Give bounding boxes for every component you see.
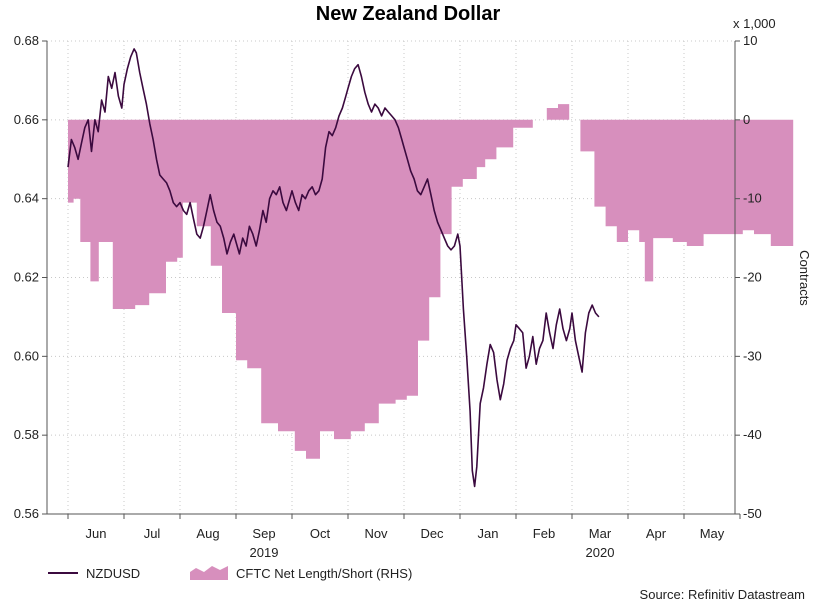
x-month-label: Sep [252, 526, 275, 541]
x-month-label: Oct [310, 526, 331, 541]
source-note: Source: Refinitiv Datastream [639, 587, 805, 602]
right-axis-label: Contracts [797, 250, 812, 306]
right-tick-label: 10 [743, 33, 757, 48]
x-month-label: Apr [646, 526, 667, 541]
x-month-label: Feb [533, 526, 555, 541]
x-month-label: May [700, 526, 725, 541]
legend-cftc-label: CFTC Net Length/Short (RHS) [236, 566, 412, 581]
left-tick-label: 0.60 [14, 348, 39, 363]
left-tick-label: 0.66 [14, 112, 39, 127]
legend-nzdusd-label: NZDUSD [86, 566, 140, 581]
x-year-label: 2019 [250, 545, 279, 560]
legend-cftc-swatch [190, 566, 228, 580]
cftc-area-series [68, 104, 794, 459]
legend: NZDUSD CFTC Net Length/Short (RHS) [48, 566, 412, 581]
left-tick-label: 0.58 [14, 427, 39, 442]
x-year-label: 2020 [586, 545, 615, 560]
left-tick-label: 0.64 [14, 191, 39, 206]
x-month-label: Mar [589, 526, 612, 541]
right-tick-label: 0 [743, 112, 750, 127]
x-month-label: Jan [478, 526, 499, 541]
right-tick-label: -50 [743, 506, 762, 521]
left-tick-label: 0.56 [14, 506, 39, 521]
x-month-label: Jun [86, 526, 107, 541]
nzdusd-line-series [67, 48, 600, 488]
chart-title: New Zealand Dollar [316, 3, 501, 25]
right-tick-label: -40 [743, 427, 762, 442]
left-tick-label: 0.62 [14, 270, 39, 285]
left-tick-label: 0.68 [14, 33, 39, 48]
x-month-label: Aug [196, 526, 219, 541]
x-month-label: Nov [364, 526, 388, 541]
x-axis-ticks: Jun Jul Aug Sep Oct Nov Dec Jan Feb Mar Apr May 2019… [67, 514, 741, 560]
cftc-area [68, 104, 794, 459]
right-axis-multiplier: x 1,000 [733, 16, 776, 31]
x-month-label: Jul [144, 526, 161, 541]
right-tick-label: -20 [743, 270, 762, 285]
left-axis-ticks: 0.56 0.58 0.60 0.62 0.64 0.66 0.68 [14, 33, 47, 521]
nzdusd-line [67, 48, 600, 488]
right-axis-ticks: -50 -40 -30 -20 -10 0 10 [735, 33, 762, 521]
right-tick-label: -10 [743, 191, 762, 206]
x-month-label: Dec [420, 526, 444, 541]
right-tick-label: -30 [743, 348, 762, 363]
